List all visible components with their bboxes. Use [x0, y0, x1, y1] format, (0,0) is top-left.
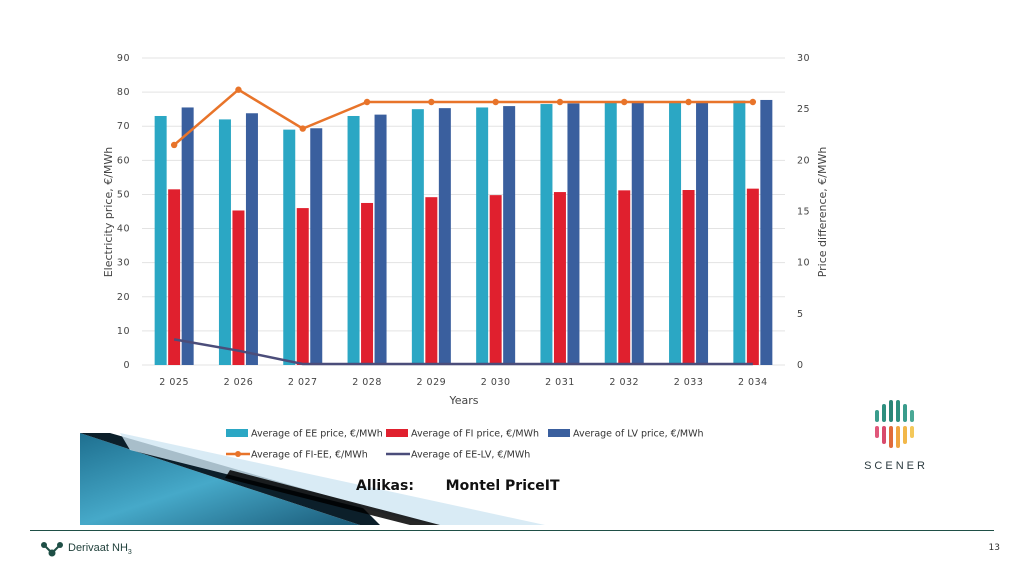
x-tick-label: 2 027 [288, 377, 318, 388]
bar [374, 114, 387, 365]
legend-swatch [548, 429, 570, 437]
y2-tick-label: 5 [797, 309, 804, 320]
y2-tick-label: 0 [797, 360, 804, 371]
bar [411, 109, 424, 366]
y2-tick-label: 15 [797, 207, 810, 218]
bar [489, 195, 502, 365]
y-tick-label: 30 [117, 258, 130, 269]
legend-swatch [226, 429, 248, 437]
legend-marker [235, 451, 241, 457]
x-axis-title: Years [448, 394, 478, 407]
bar [503, 106, 516, 365]
y-tick-label: 90 [117, 53, 130, 64]
x-tick-label: 2 028 [352, 377, 382, 388]
y-tick-label: 40 [117, 224, 130, 235]
series-line [173, 88, 753, 146]
footer-divider [30, 530, 994, 531]
x-tick-label: 2 026 [224, 377, 254, 388]
chart: 0 10 20 30 40 50 60 70 80 90 0 5 10 15 20 25 30 2 025 2 02… [80, 53, 829, 525]
company-name: Derivaat NH3 [68, 541, 132, 557]
bar [283, 129, 296, 365]
bar [540, 104, 553, 366]
y-axis-title: Electricity price, €/MWh [102, 147, 115, 278]
series-line [173, 338, 753, 366]
legend-label: Average of FI-EE, €/MWh [251, 450, 368, 461]
legend-label: Average of LV price, €/MWh [573, 429, 704, 440]
bar [232, 210, 245, 365]
y2-tick-label: 20 [797, 155, 810, 166]
bar [733, 100, 746, 365]
decorative-ribbon [80, 433, 545, 525]
x-tick-label: 2 025 [159, 377, 189, 388]
bar [218, 119, 231, 366]
source-value: Montel PriceIT [445, 478, 560, 494]
derivaat-logo-icon [41, 542, 63, 557]
bar [604, 102, 617, 365]
line-point [299, 125, 306, 132]
x-tick-label: 2 032 [609, 377, 639, 388]
y2-tick-label: 25 [797, 104, 810, 115]
y-tick-label: 70 [117, 121, 130, 132]
line-point [428, 98, 435, 106]
page-number: 13 [988, 543, 1000, 553]
scener-logo-icon [875, 400, 914, 448]
legend-label: Average of EE-LV, €/MWh [411, 450, 530, 461]
y-tick-label: 10 [117, 326, 130, 337]
line-point [749, 98, 757, 106]
y2-tick-label: 30 [797, 53, 810, 64]
line-point [363, 98, 371, 106]
bar [618, 190, 631, 365]
bar [181, 107, 194, 365]
source-label: Allikas: [356, 478, 414, 494]
line-point [621, 98, 628, 106]
line-point [170, 141, 178, 149]
x-tick-label: 2 033 [674, 377, 704, 388]
legend: Average of EE price, €/MWh Average of FI … [226, 429, 704, 461]
line-point [556, 98, 564, 106]
bar [631, 101, 644, 365]
x-tick-label: 2 029 [416, 377, 446, 388]
line-point [235, 86, 242, 93]
scener-wordmark: SCENER [864, 460, 928, 472]
bar [361, 202, 374, 365]
legend-label: Average of EE price, €/MWh [251, 429, 383, 440]
bar [245, 113, 258, 365]
source-note: Allikas: Montel PriceIT [356, 478, 560, 494]
bar [154, 115, 167, 365]
bar [682, 190, 695, 365]
x-tick-label: 2 031 [545, 377, 575, 388]
line-point [685, 98, 692, 106]
line-point [492, 98, 499, 106]
y-tick-label: 0 [123, 360, 130, 371]
bar [296, 208, 309, 365]
scener-logo: SCENER [856, 398, 936, 472]
bar [425, 197, 438, 365]
bar [347, 115, 360, 365]
legend-swatch [386, 429, 408, 437]
y2-axis-title: Price difference, €/MWh [816, 147, 829, 278]
bar [760, 99, 773, 365]
ticks: 0 10 20 30 40 50 60 70 80 90 0 5 10 15 20 25 30 2 025 2 02… [117, 53, 810, 388]
bar [696, 100, 709, 365]
bar [746, 188, 759, 365]
y-tick-label: 60 [117, 155, 130, 166]
x-tick-label: 2 034 [738, 377, 768, 388]
bar [553, 192, 566, 365]
bar [310, 128, 323, 365]
bars [154, 99, 773, 366]
bar [669, 101, 682, 365]
lines [170, 86, 757, 366]
y2-tick-label: 10 [797, 258, 810, 269]
bar [567, 103, 580, 366]
y-tick-label: 20 [117, 292, 130, 303]
bar [476, 107, 489, 365]
legend-label: Average of FI price, €/MWh [411, 429, 539, 440]
bar [168, 189, 181, 365]
bar [438, 108, 451, 365]
company-brand: Derivaat NH3 [40, 540, 132, 558]
x-tick-label: 2 030 [481, 377, 511, 388]
y-tick-label: 80 [117, 87, 130, 98]
y-tick-label: 50 [117, 189, 130, 200]
